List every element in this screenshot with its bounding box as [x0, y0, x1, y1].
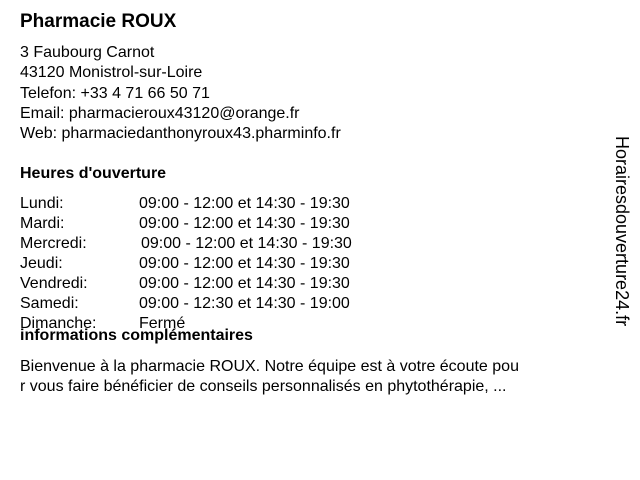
day-label: Jeudi: [20, 255, 63, 272]
pharmacy-name: Pharmacie ROUX [20, 11, 177, 32]
day-hours: 09:00 - 12:00 et 14:30 - 19:30 [139, 255, 350, 272]
watermark: Horairesdouverture24.fr [612, 136, 632, 327]
day-hours: 09:00 - 12:30 et 14:30 - 19:00 [139, 295, 350, 312]
day-label: Vendredi: [20, 275, 88, 292]
email: Email: pharmacieroux43120@orange.fr [20, 105, 300, 122]
phone: Telefon: +33 4 71 66 50 71 [20, 85, 210, 102]
day-label: Lundi: [20, 195, 64, 212]
day-hours: 09:00 - 12:00 et 14:30 - 19:30 [139, 275, 350, 292]
address-city: 43120 Monistrol-sur-Loire [20, 64, 203, 81]
info-text-line: r vous faire bénéficier de conseils pers… [20, 378, 507, 395]
website: Web: pharmaciedanthonyroux43.pharminfo.f… [20, 125, 341, 142]
hours-heading: Heures d'ouverture [20, 165, 167, 182]
day-hours: 09:00 - 12:00 et 14:30 - 19:30 [141, 235, 352, 252]
day-label: Mercredi: [20, 235, 87, 252]
day-label: Dimanche: [20, 315, 97, 332]
day-label: Samedi: [20, 295, 79, 312]
info-text-line: Bienvenue à la pharmacie ROUX. Notre équ… [20, 358, 519, 375]
day-hours: 09:00 - 12:00 et 14:30 - 19:30 [139, 195, 350, 212]
day-label: Mardi: [20, 215, 65, 232]
day-hours: Fermé [139, 315, 186, 332]
info-heading: informations complémentaires [20, 327, 253, 344]
address-street: 3 Faubourg Carnot [20, 44, 155, 61]
day-hours: 09:00 - 12:00 et 14:30 - 19:30 [139, 215, 350, 232]
